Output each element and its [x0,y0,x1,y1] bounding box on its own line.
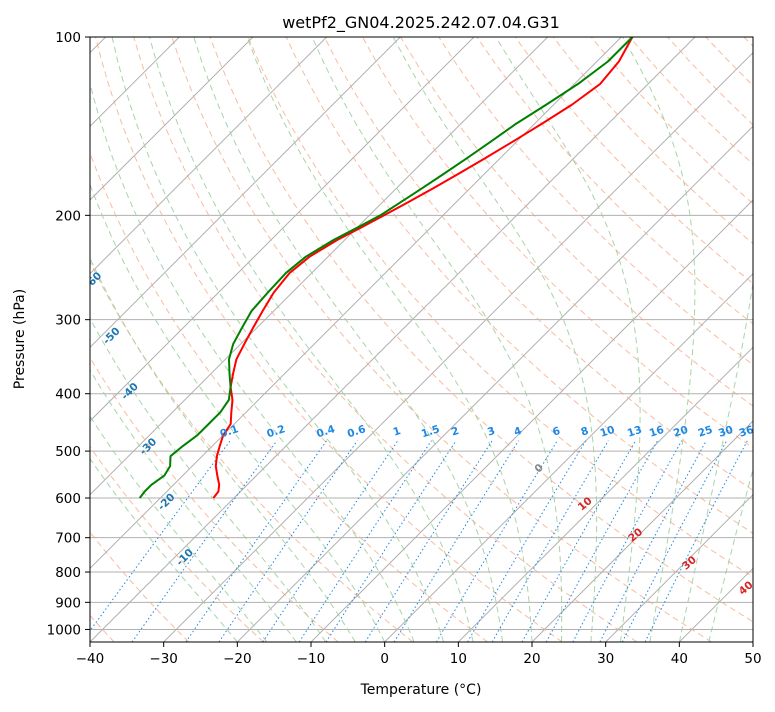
y-tick-label: 300 [55,313,81,329]
x-tick-label: 40 [671,651,688,667]
x-tick-label: 30 [597,651,614,667]
y-tick-label: 700 [55,531,81,547]
chart-title: wetPf2_GN04.2025.242.07.04.G31 [282,13,560,33]
x-tick-label: 20 [523,651,540,667]
y-tick-label: 800 [55,565,81,581]
y-tick-label: 1000 [47,622,81,638]
x-tick-label: 50 [744,651,761,667]
x-tick-label: −30 [149,651,178,667]
x-tick-label: −40 [76,651,105,667]
x-tick-label: 0 [380,651,389,667]
x-tick-label: −20 [223,651,252,667]
x-axis-label: Temperature (°C) [360,682,482,698]
x-tick-label: 10 [450,651,467,667]
y-tick-label: 200 [55,208,81,224]
y-tick-label: 500 [55,444,81,460]
y-axis-label: Pressure (hPa) [12,289,28,389]
y-tick-label: 900 [55,595,81,611]
x-tick-label: −10 [297,651,326,667]
y-tick-label: 600 [55,491,81,507]
y-tick-label: 400 [55,387,81,403]
y-tick-label: 100 [55,30,81,46]
